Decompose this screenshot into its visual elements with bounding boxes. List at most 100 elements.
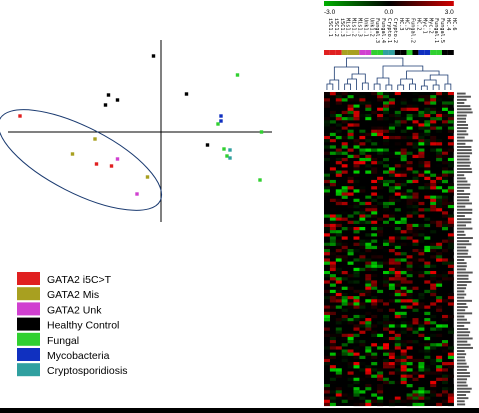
heatmap-cell (447, 129, 454, 133)
heatmap-cell (365, 148, 372, 152)
data-point (115, 157, 120, 161)
row-label (457, 255, 472, 258)
heatmap-cell (377, 377, 384, 381)
heatmap-cell (377, 283, 384, 287)
heatmap-cell (329, 377, 336, 381)
heatmap-cell (329, 380, 336, 385)
heatmap-cell (383, 249, 389, 253)
heatmap-cell (406, 227, 413, 231)
heatmap-cell (347, 192, 354, 196)
heatmap-cell (447, 183, 454, 187)
heatmap-cell (383, 148, 389, 152)
heatmap-cell (447, 352, 454, 356)
row-label (457, 328, 469, 331)
heatmap-cell (424, 123, 431, 127)
heatmap-cell (436, 117, 443, 121)
dendrogram-branch (333, 66, 360, 80)
heatmap-cell (442, 245, 448, 250)
heatmap-cell (400, 236, 407, 240)
data-point (109, 164, 114, 168)
heatmap-cell (365, 324, 372, 328)
heatmap-cell (377, 321, 384, 325)
heatmap-cell (347, 113, 354, 118)
heatmap-cell (447, 117, 454, 121)
row-label (457, 368, 467, 371)
heatmap-cell (406, 340, 413, 344)
heatmap-cell (412, 142, 419, 146)
heatmap-cell (400, 217, 407, 221)
heatmap-cell (442, 324, 448, 328)
heatmap-cell (424, 98, 431, 102)
row-label (457, 145, 472, 148)
heatmap-cell (400, 267, 407, 272)
heatmap-cell (347, 352, 354, 356)
heatmap-cell (371, 368, 378, 372)
heatmap-cell (436, 126, 443, 130)
heatmap-cell (406, 358, 413, 363)
heatmap-cell (412, 261, 419, 265)
heatmap-cell (329, 274, 336, 278)
heatmap-cell (383, 157, 389, 162)
column-label: Myc.2 (427, 18, 433, 34)
heatmap-cell (430, 380, 437, 385)
heatmap-cell (329, 283, 336, 287)
heatmap-cell (329, 336, 336, 341)
row-label (457, 299, 473, 302)
heatmap-cell (400, 399, 407, 403)
heatmap-cell (394, 151, 401, 155)
heatmap-panel: -3.0 0.0 3.0 i5C1.1 i5C1.2 i5C1.3 Mis1.1 Mis1.2… (322, 0, 479, 408)
heatmap-cell (359, 305, 366, 309)
heatmap-cell (388, 129, 395, 133)
heatmap-cell (347, 249, 354, 253)
column-label: Fungal.1 (433, 18, 439, 43)
heatmap-cell (406, 270, 413, 275)
row-label (457, 161, 471, 164)
heatmap-cell (347, 384, 354, 388)
heatmap-cell (324, 318, 330, 322)
heatmap-cell (436, 223, 443, 228)
heatmap-cell (371, 132, 378, 137)
heatmap-cell (383, 324, 389, 328)
heatmap-cell (353, 230, 360, 234)
heatmap-cell (383, 305, 389, 309)
legend-label: GATA2 Mis (47, 289, 99, 301)
heatmap-cell (341, 249, 348, 253)
heatmap-cell (394, 267, 401, 272)
heatmap-cell (324, 252, 330, 256)
heatmap-cell (442, 393, 448, 397)
heatmap-cell (341, 399, 348, 403)
heatmap-cell (418, 368, 425, 372)
row-label (457, 218, 472, 221)
heatmap-cell (365, 292, 372, 297)
heatmap-cell (424, 399, 431, 403)
heatmap-cell (447, 327, 454, 331)
heatmap-cell (412, 123, 419, 127)
heatmap-cell (329, 374, 336, 378)
heatmap-cell (436, 296, 443, 300)
heatmap-cell (436, 305, 443, 309)
heatmap-cell (365, 104, 372, 108)
heatmap-cell (418, 139, 425, 143)
heatmap-cell (341, 358, 348, 363)
heatmap-cell (371, 183, 378, 187)
heatmap-cell (412, 358, 419, 363)
heatmap-cell (447, 355, 454, 359)
heatmap-cell (359, 132, 366, 137)
heatmap-cell (406, 126, 413, 130)
heatmap-cell (383, 95, 389, 99)
row-label (457, 268, 466, 271)
heatmap-cell (335, 117, 342, 121)
dendrogram-branch (351, 73, 366, 83)
heatmap-cell (371, 205, 378, 209)
row-label (457, 92, 466, 95)
heatmap-cell (442, 101, 448, 105)
heatmap-cell (442, 314, 448, 319)
heatmap-cell (430, 299, 437, 303)
dendrogram-branch (420, 85, 428, 90)
dendrogram-branch (409, 83, 416, 90)
heatmap-cell (371, 267, 378, 272)
heatmap-cell (424, 252, 431, 256)
heatmap-cell (335, 220, 342, 224)
heatmap-cell (388, 242, 395, 246)
heatmap-cell (347, 299, 354, 303)
